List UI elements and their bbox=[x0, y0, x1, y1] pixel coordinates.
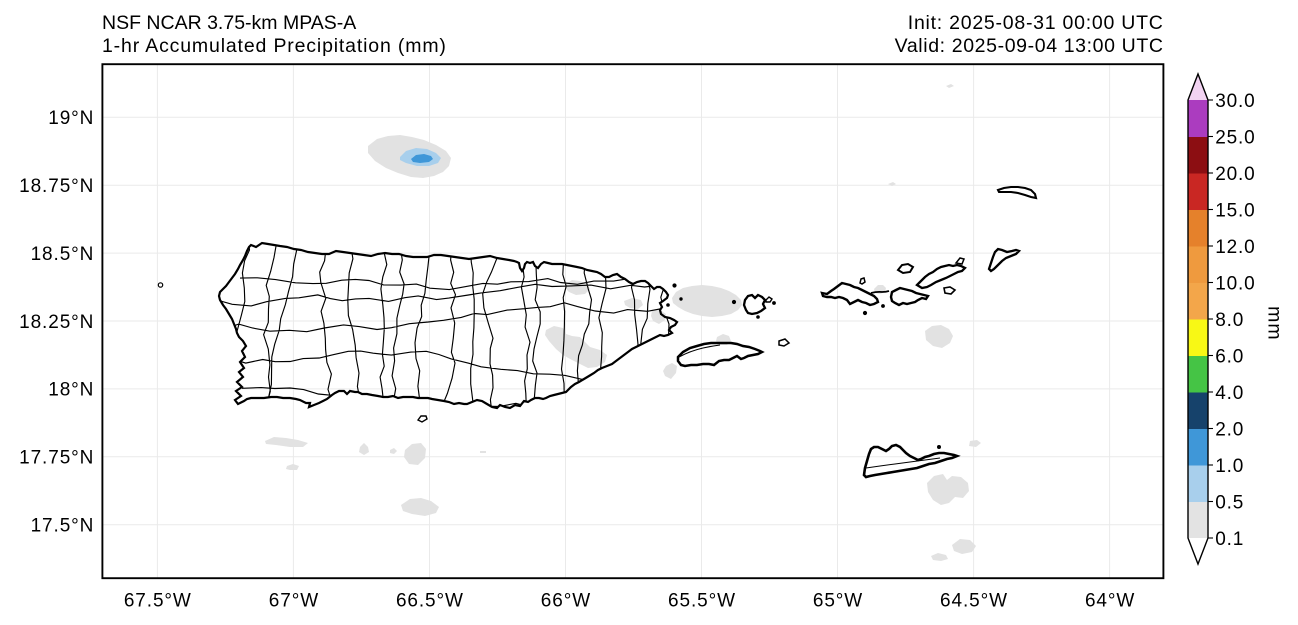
svg-text:20.0: 20.0 bbox=[1215, 164, 1255, 185]
svg-text:15.0: 15.0 bbox=[1215, 200, 1255, 221]
svg-text:0.5: 0.5 bbox=[1215, 492, 1244, 513]
svg-text:mm: mm bbox=[1264, 306, 1286, 341]
svg-text:67°W: 67°W bbox=[269, 591, 319, 612]
svg-text:25.0: 25.0 bbox=[1215, 127, 1255, 148]
svg-text:8.0: 8.0 bbox=[1215, 310, 1244, 331]
svg-text:4.0: 4.0 bbox=[1215, 383, 1244, 404]
svg-text:66.5°W: 66.5°W bbox=[396, 591, 464, 612]
svg-text:64°W: 64°W bbox=[1085, 591, 1135, 612]
svg-text:Valid: 2025-09-04 13:00 UTC: Valid: 2025-09-04 13:00 UTC bbox=[895, 35, 1164, 57]
svg-text:Init: 2025-08-31 00:00 UTC: Init: 2025-08-31 00:00 UTC bbox=[908, 12, 1164, 34]
svg-text:66°W: 66°W bbox=[541, 591, 591, 612]
svg-text:17.5°N: 17.5°N bbox=[31, 516, 95, 537]
svg-text:10.0: 10.0 bbox=[1215, 273, 1255, 294]
svg-text:1.0: 1.0 bbox=[1215, 456, 1244, 477]
svg-text:6.0: 6.0 bbox=[1215, 346, 1244, 367]
svg-text:NSF NCAR 3.75-km MPAS-A: NSF NCAR 3.75-km MPAS-A bbox=[102, 12, 356, 34]
svg-text:65°W: 65°W bbox=[813, 591, 863, 612]
svg-text:18°N: 18°N bbox=[48, 380, 94, 401]
svg-text:2.0: 2.0 bbox=[1215, 419, 1244, 440]
svg-text:67.5°W: 67.5°W bbox=[124, 591, 192, 612]
svg-text:30.0: 30.0 bbox=[1215, 91, 1255, 112]
svg-text:1-hr Accumulated Precipitation: 1-hr Accumulated Precipitation (mm) bbox=[102, 35, 447, 57]
svg-text:18.25°N: 18.25°N bbox=[19, 312, 94, 333]
svg-text:64.5°W: 64.5°W bbox=[940, 591, 1008, 612]
svg-text:18.5°N: 18.5°N bbox=[31, 244, 95, 265]
svg-text:18.75°N: 18.75°N bbox=[19, 176, 94, 197]
svg-text:12.0: 12.0 bbox=[1215, 237, 1255, 258]
svg-text:19°N: 19°N bbox=[48, 108, 94, 129]
svg-text:17.75°N: 17.75°N bbox=[19, 448, 94, 469]
svg-text:65.5°W: 65.5°W bbox=[668, 591, 736, 612]
svg-text:0.1: 0.1 bbox=[1215, 529, 1244, 550]
